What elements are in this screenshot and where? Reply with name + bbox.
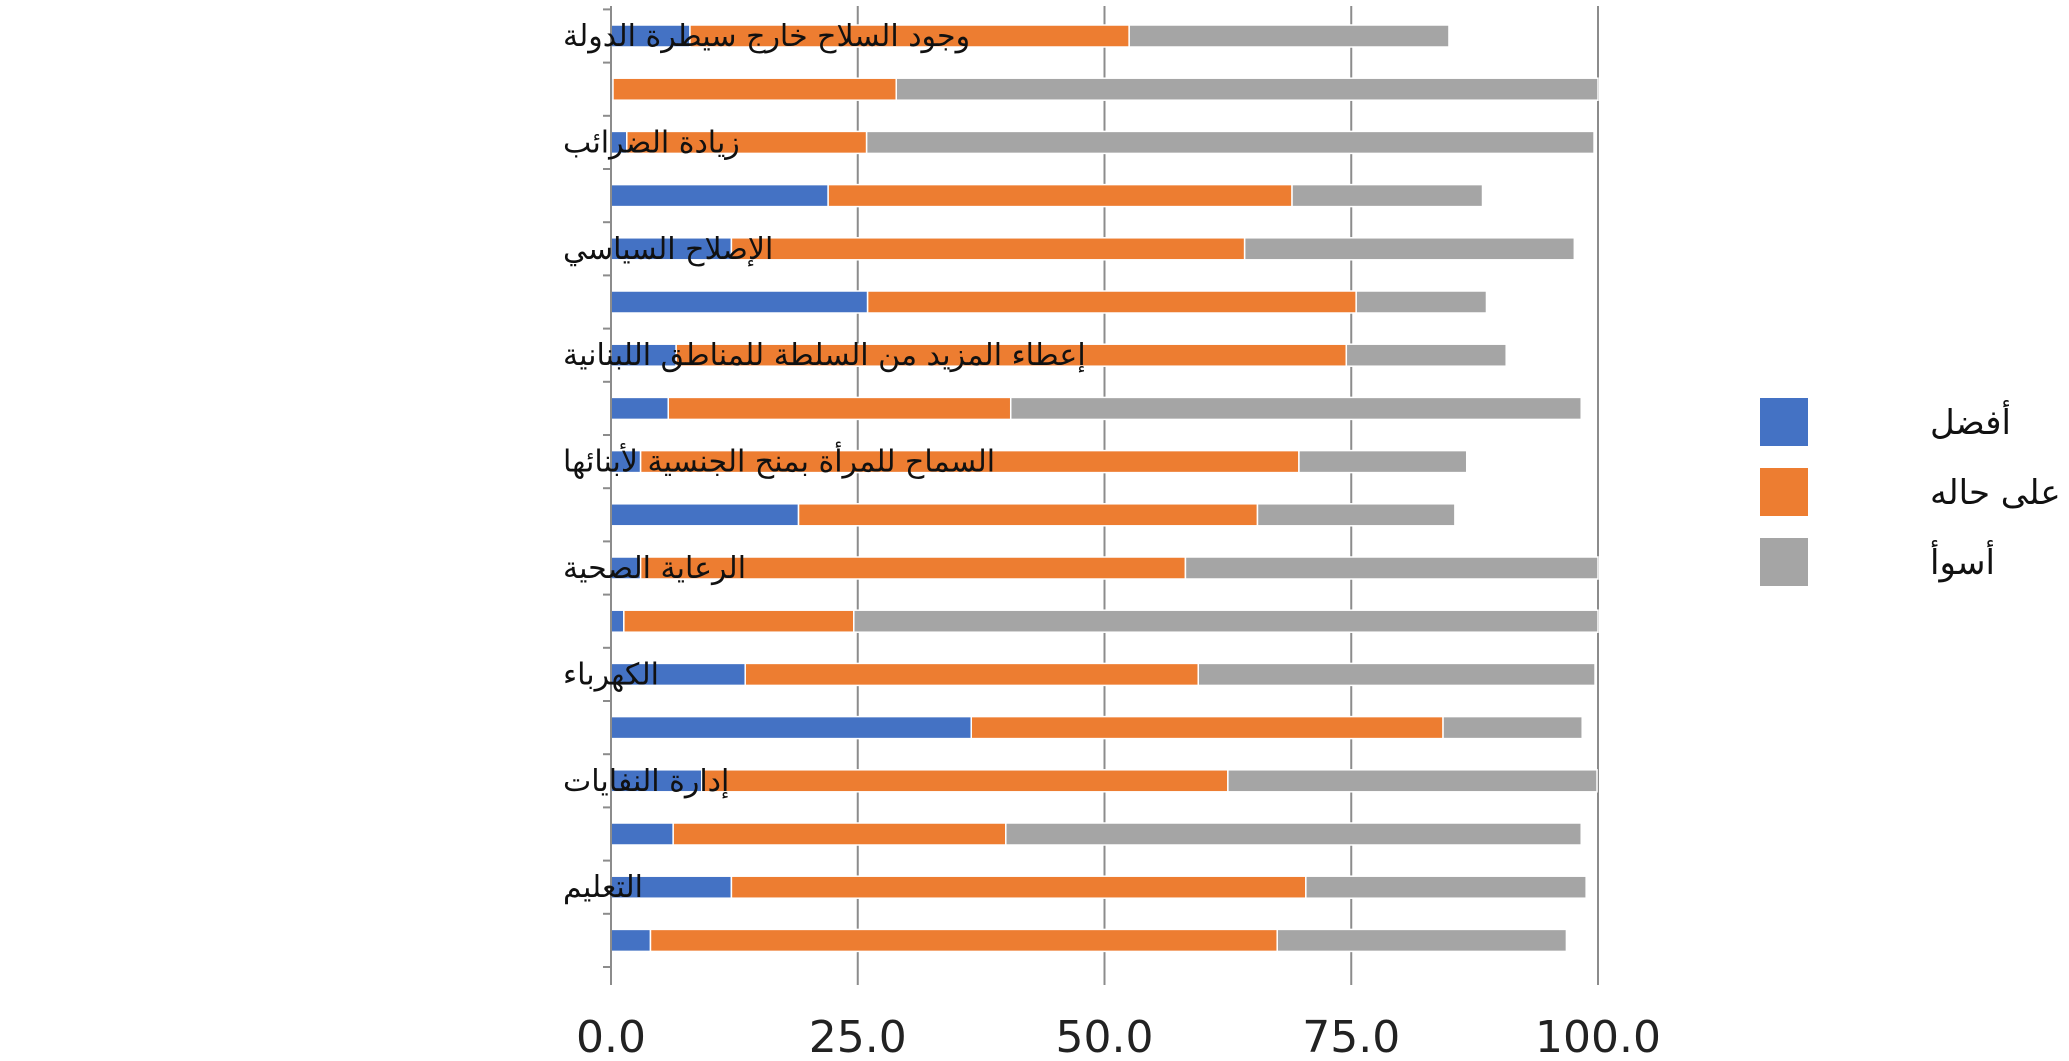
bar-segment: [1256, 503, 1456, 527]
bar-segment: [610, 290, 869, 314]
bar-segment: [610, 715, 973, 740]
bar-segment: [1442, 715, 1583, 740]
category-label: وجود السلاح خارج سيطرة الدولة: [563, 19, 970, 54]
bar-segment: [865, 130, 1595, 155]
x-tick-label: 100.0: [1535, 1012, 1661, 1061]
bar-segment: [1005, 822, 1582, 846]
gridlines: [856, 6, 1599, 985]
axes: [603, 6, 612, 985]
bar-segment: [1009, 396, 1582, 421]
bar-segment: [730, 237, 1246, 261]
bar-segment: [827, 183, 1293, 208]
bar-segment: [866, 290, 1357, 314]
x-tick-label: 0.0: [576, 1012, 646, 1061]
x-tick-label: 50.0: [1056, 1012, 1154, 1061]
bars: [610, 24, 1599, 953]
bar-segment: [1227, 769, 1598, 793]
legend-swatch: [1760, 398, 1808, 446]
bar-segment: [1305, 875, 1587, 899]
category-label: الإصلاح السياسي: [563, 232, 773, 267]
category-label: الكهرباء: [563, 657, 659, 692]
bar-segment: [730, 875, 1307, 899]
bar-segment: [1345, 343, 1507, 367]
bar-segment: [649, 928, 1278, 953]
bar-segment: [612, 77, 897, 101]
bar-segment: [610, 609, 625, 633]
legend-swatch: [1760, 468, 1808, 516]
bar-segment: [1197, 662, 1596, 687]
x-tick-labels: 0.0 25.0 50.0 75.0 100.0: [576, 1012, 1661, 1061]
bar-segment: [1184, 556, 1599, 580]
category-label: الرعاية الصحية: [563, 551, 746, 586]
bar-segment: [672, 822, 1007, 846]
category-label: التعليم: [563, 870, 643, 905]
legend-label: أسوأ: [1930, 540, 1995, 583]
bar-segment: [1243, 237, 1576, 261]
bar-segment: [1298, 449, 1468, 474]
legend: أفضل بقي على حاله أسوأ: [1760, 398, 2069, 586]
bar-segment: [610, 928, 652, 953]
bar-segment: [610, 183, 829, 208]
category-label: إدارة النفايات: [563, 764, 729, 799]
bar-segment: [744, 662, 1200, 687]
category-label: إعطاء المزيد من السلطة للمناطق اللبنانية: [563, 338, 1086, 373]
bar-segment: [610, 822, 674, 846]
x-tick-label: 25.0: [809, 1012, 907, 1061]
bar-segment: [797, 503, 1259, 527]
bar-segment: [1128, 24, 1450, 48]
bar-segment: [1355, 290, 1488, 314]
x-tick-label: 75.0: [1302, 1012, 1400, 1061]
category-labels: وجود السلاح خارج سيطرة الدولة زيادة الضرا…: [563, 19, 1086, 905]
bar-segment: [701, 769, 1229, 793]
legend-label: أفضل: [1930, 400, 2011, 443]
bar-segment: [853, 609, 1599, 633]
bar-segment: [610, 396, 669, 421]
category-label: زيادة الضرائب: [563, 125, 740, 160]
bar-segment: [1276, 928, 1568, 953]
legend-label: بقي على حاله: [1930, 473, 2069, 513]
bar-segment: [610, 503, 800, 527]
bar-segment: [667, 396, 1012, 421]
bar-segment: [970, 715, 1444, 740]
legend-swatch: [1760, 538, 1808, 586]
bar-segment: [1291, 183, 1484, 208]
bar-segment: [623, 609, 855, 633]
bar-segment: [895, 77, 1599, 101]
category-label: السماح للمرأة بمنح الجنسية لأبنائها: [563, 441, 995, 480]
